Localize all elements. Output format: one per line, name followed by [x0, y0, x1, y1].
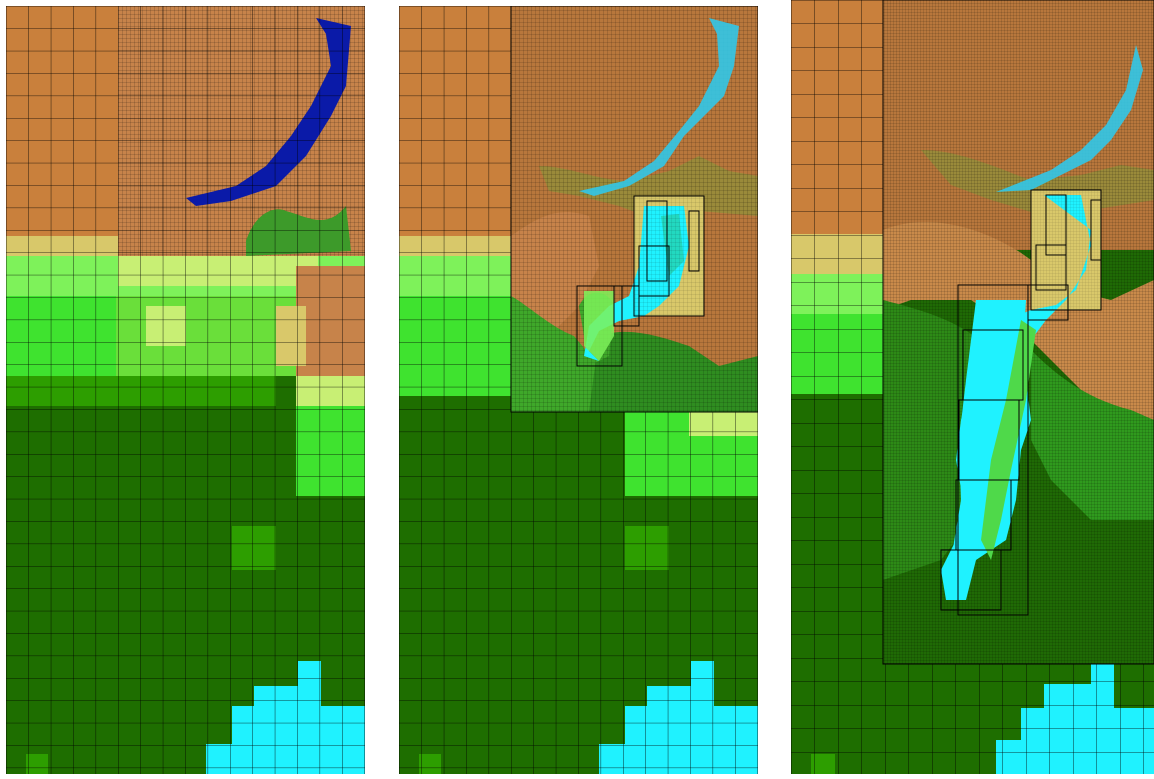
panel-3-map: [791, 0, 1154, 774]
panel-coarse-mesh: [6, 6, 365, 774]
panel-1-map: [6, 6, 365, 774]
lake-water: [996, 45, 1143, 192]
panel-intermediate-mesh: [399, 6, 758, 774]
panel-2-map: [399, 6, 758, 774]
nested-fine-blocks: [940, 189, 1102, 616]
lake-water: [579, 18, 739, 196]
panel-fine-mesh: [791, 0, 1154, 774]
nested-fine-blocks: [576, 195, 705, 367]
